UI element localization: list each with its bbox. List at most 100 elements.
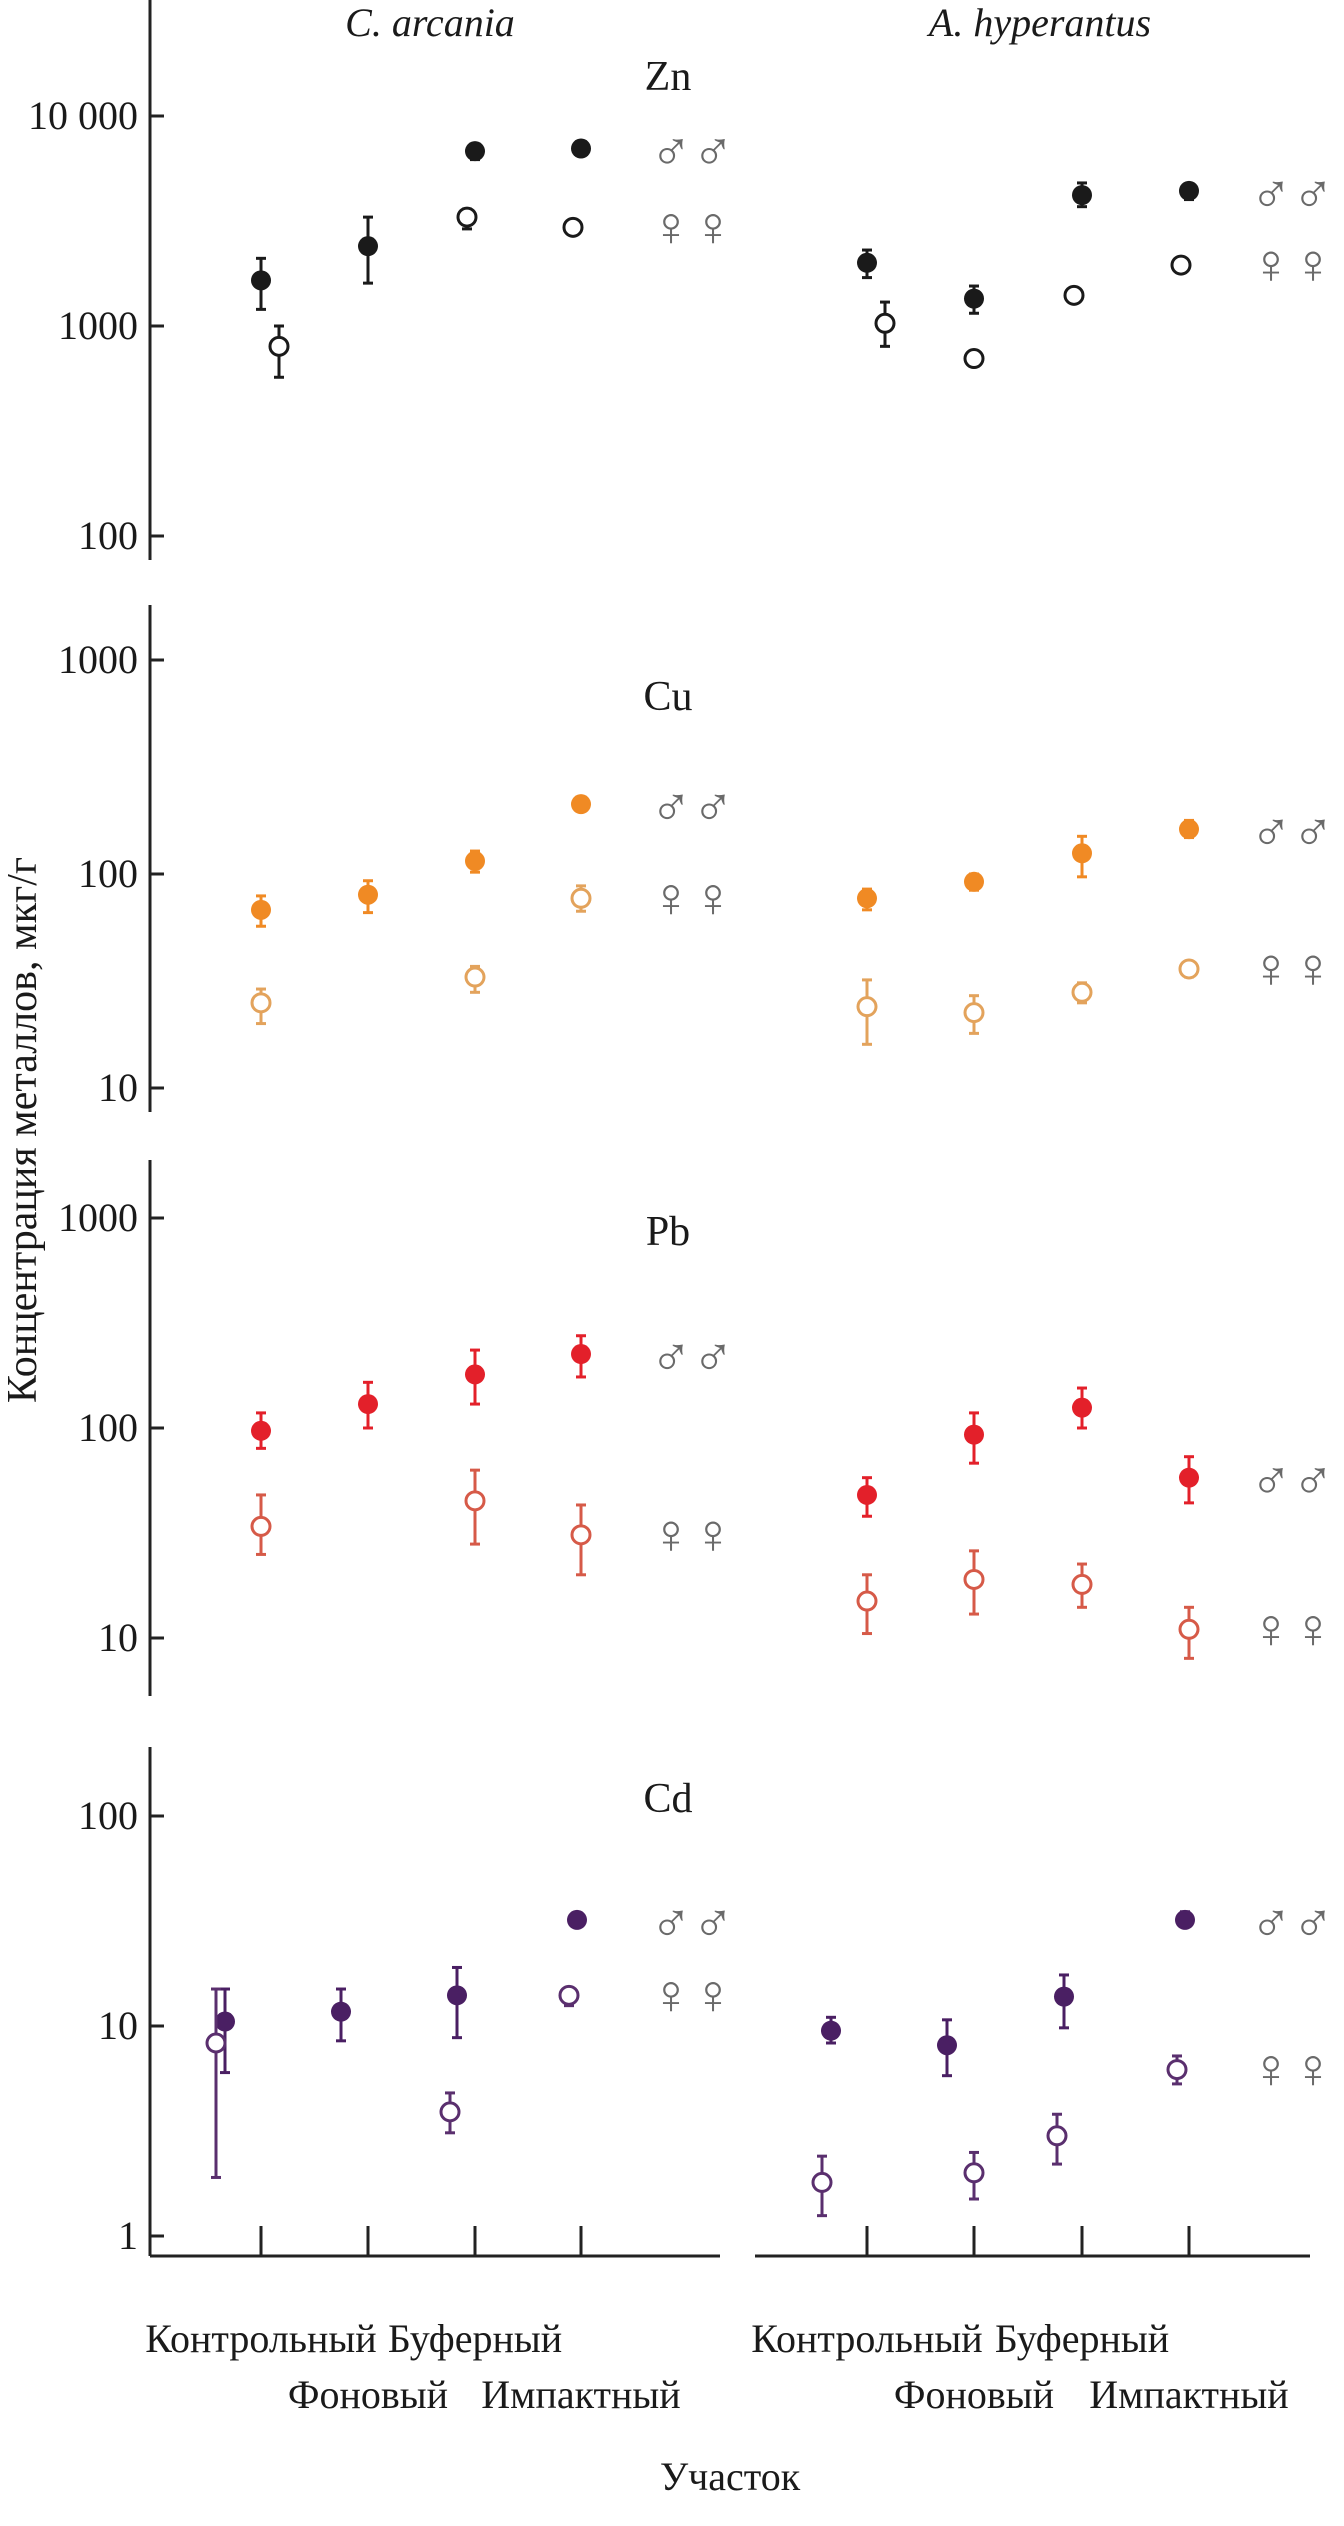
data-point-male: [1179, 180, 1199, 201]
data-point-female: [570, 887, 592, 909]
category-label-right-1: Фоновый: [894, 2372, 1054, 2417]
data-point-male: [251, 270, 271, 291]
category-label-left-1: Фоновый: [288, 2372, 448, 2417]
category-label-right-2: Буферный: [995, 2316, 1169, 2361]
category-label-right-0: Контрольный: [751, 2316, 982, 2361]
data-point-female: [1178, 958, 1200, 980]
data-point-male: [358, 236, 378, 257]
data-point-male: [571, 794, 591, 815]
data-point-male: [1072, 1397, 1092, 1418]
data-point-female: [1063, 284, 1085, 306]
data-point-male: [964, 1424, 984, 1445]
panel-label-Cd: Cd: [643, 1776, 692, 1822]
legend-female-symbol: ♀♀: [1250, 234, 1334, 296]
data-point-female: [268, 335, 290, 357]
panel-label-Pb: Pb: [646, 1209, 690, 1255]
data-point-male: [964, 288, 984, 309]
legend-female-symbol: ♀♀: [1250, 1598, 1334, 1660]
panel-label-Cu: Cu: [643, 674, 692, 720]
y-axis-label: Концентрация металлов, мкг/г: [0, 857, 46, 1403]
legend-male-symbol: ♂♂: [1250, 1451, 1334, 1513]
legend-female-symbol: ♀♀: [1250, 938, 1334, 1000]
data-point-male: [857, 888, 877, 909]
data-point-female: [874, 312, 896, 334]
data-point-female: [562, 216, 584, 238]
category-label-left-3: Импактный: [481, 2372, 680, 2417]
data-point-female: [1178, 1618, 1200, 1640]
y-tick-label-Cd: 10: [98, 2003, 138, 2048]
legend-male-symbol: ♂♂: [650, 122, 734, 184]
data-point-male: [331, 2001, 351, 2022]
data-point-female: [250, 992, 272, 1014]
data-point-male: [447, 1985, 467, 2006]
data-point-female: [1170, 254, 1192, 276]
legend-male-symbol: ♂♂: [650, 1327, 734, 1389]
data-point-female: [464, 966, 486, 988]
legend-female-symbol: ♀♀: [650, 867, 734, 929]
data-point-male: [857, 252, 877, 273]
data-point-female: [439, 2101, 461, 2123]
data-point-female: [963, 348, 985, 370]
y-tick-label-Cu: 10: [98, 1065, 138, 1110]
data-point-male: [1179, 1467, 1199, 1488]
data-point-male: [215, 2011, 235, 2032]
data-point-female: [963, 1568, 985, 1590]
y-tick-label-Pb: 100: [78, 1405, 138, 1450]
species-title-right: A. hyperantus: [926, 0, 1151, 45]
data-point-male: [1054, 1986, 1074, 2007]
legend-male-symbol: ♂♂: [1250, 802, 1334, 864]
data-point-male: [571, 1344, 591, 1365]
category-label-left-0: Контрольный: [145, 2316, 376, 2361]
y-tick-label-Pb: 10: [98, 1615, 138, 1660]
data-point-male: [821, 2020, 841, 2041]
category-label-right-3: Импактный: [1089, 2372, 1288, 2417]
data-point-female: [856, 1590, 878, 1612]
legend-female-symbol: ♀♀: [1250, 2039, 1334, 2101]
species-title-left: C. arcania: [345, 0, 515, 45]
data-point-female: [811, 2171, 833, 2193]
data-point-male: [251, 899, 271, 920]
legend-male-symbol: ♂♂: [650, 777, 734, 839]
data-point-female: [250, 1515, 272, 1537]
data-point-male: [465, 1364, 485, 1385]
data-point-female: [570, 1524, 592, 1546]
x-axis-label: Участок: [660, 2454, 801, 2499]
y-tick-label-Cd: 1: [118, 2213, 138, 2258]
data-point-male: [857, 1484, 877, 1505]
data-point-male: [567, 1909, 587, 1930]
y-tick-label-Cu: 100: [78, 851, 138, 896]
legend-male-symbol: ♂♂: [1250, 1893, 1334, 1955]
legend-male-symbol: ♂♂: [1250, 164, 1334, 226]
data-point-male: [1072, 843, 1092, 864]
data-point-male: [1175, 1909, 1195, 1930]
data-point-male: [1072, 185, 1092, 206]
data-point-female: [1166, 2059, 1188, 2081]
data-point-male: [358, 884, 378, 905]
legend-female-symbol: ♀♀: [650, 1964, 734, 2026]
data-point-male: [251, 1420, 271, 1441]
data-point-male: [937, 2035, 957, 2056]
data-point-female: [464, 1490, 486, 1512]
data-point-female: [1071, 981, 1093, 1003]
y-tick-label-Zn: 10 000: [28, 93, 138, 138]
data-point-female: [456, 206, 478, 228]
y-tick-label-Zn: 100: [78, 513, 138, 558]
data-point-female: [963, 1002, 985, 1024]
data-point-male: [358, 1394, 378, 1415]
data-point-male: [964, 871, 984, 892]
data-point-female: [205, 2032, 227, 2054]
legend-male-symbol: ♂♂: [650, 1893, 734, 1955]
y-tick-label-Pb: 1000: [58, 1195, 138, 1240]
data-point-female: [963, 2162, 985, 2184]
category-label-left-2: Буферный: [388, 2316, 562, 2361]
legend-female-symbol: ♀♀: [650, 196, 734, 258]
data-point-male: [465, 851, 485, 872]
y-tick-label-Cu: 1000: [58, 637, 138, 682]
data-point-female: [1071, 1573, 1093, 1595]
data-point-female: [856, 996, 878, 1018]
data-point-male: [465, 141, 485, 162]
data-point-female: [558, 1984, 580, 2006]
panel-label-Zn: Zn: [645, 54, 692, 100]
data-point-female: [1046, 2125, 1068, 2147]
